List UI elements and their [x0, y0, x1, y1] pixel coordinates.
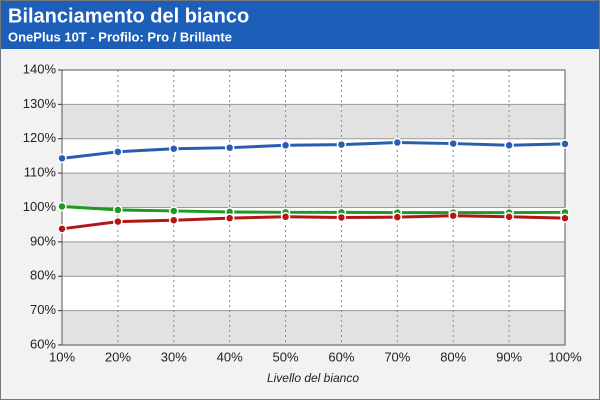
grid-band — [62, 104, 565, 139]
data-point — [280, 140, 291, 151]
data-point — [448, 138, 458, 149]
data-point — [336, 139, 347, 150]
y-tick-label: 130% — [23, 96, 57, 111]
y-tick-label: 100% — [23, 199, 57, 214]
data-point — [392, 212, 403, 222]
data-point — [336, 212, 347, 223]
x-tick-label: 10% — [49, 349, 75, 364]
data-point — [113, 147, 123, 157]
x-tick-label: 70% — [384, 349, 410, 364]
data-point — [113, 216, 123, 227]
data-point — [169, 206, 179, 216]
x-tick-label: 50% — [273, 349, 299, 364]
data-point — [169, 143, 179, 154]
y-tick-label: 110% — [24, 165, 57, 180]
data-point — [504, 140, 514, 151]
series-line — [61, 214, 566, 231]
data-point — [57, 224, 67, 234]
data-point — [57, 201, 67, 212]
data-point — [392, 137, 403, 148]
y-tick-label: 120% — [23, 130, 57, 145]
grid-band — [62, 241, 565, 277]
x-axis-label: Livello del bianco — [267, 371, 359, 385]
x-tick-label: 30% — [161, 349, 187, 364]
y-tick-label: 140% — [23, 61, 57, 76]
chart-title: Bilanciamento del bianco — [8, 5, 249, 27]
grid-band — [62, 310, 565, 345]
data-point — [57, 153, 67, 164]
data-point — [560, 139, 570, 149]
x-tick-label: 100% — [548, 349, 582, 364]
y-tick-label: 60% — [30, 336, 56, 351]
data-point — [560, 213, 570, 223]
grid-band — [62, 173, 565, 208]
series-line — [61, 204, 566, 215]
data-point — [448, 211, 458, 221]
data-point — [224, 213, 235, 223]
y-tick-label: 90% — [30, 233, 56, 248]
y-tick-label: 70% — [30, 302, 56, 317]
data-point — [280, 212, 291, 222]
x-tick-label: 80% — [440, 349, 466, 364]
x-tick-label: 20% — [105, 349, 131, 364]
chart-subtitle: OnePlus 10T - Profilo: Pro / Brillante — [8, 29, 232, 44]
data-point — [504, 212, 514, 222]
y-tick-label: 80% — [30, 268, 56, 283]
series-line — [61, 141, 566, 160]
data-point — [169, 215, 179, 225]
x-tick-label: 60% — [328, 349, 354, 364]
data-point — [224, 142, 235, 153]
header — [1, 1, 599, 49]
data-point — [113, 205, 123, 215]
x-tick-label: 40% — [217, 349, 243, 364]
x-tick-label: 90% — [496, 349, 522, 364]
